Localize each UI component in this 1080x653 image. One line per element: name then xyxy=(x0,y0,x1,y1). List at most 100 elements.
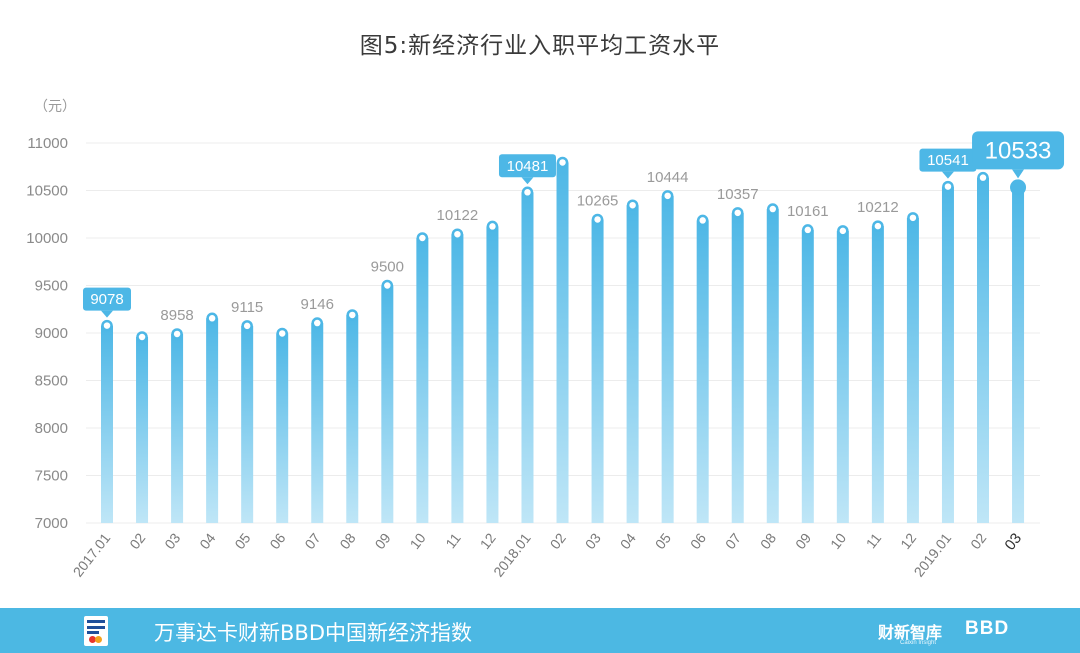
x-tick-label-20: 09 xyxy=(792,530,814,552)
data-label-14: 10265 xyxy=(577,192,619,209)
bar-11 xyxy=(486,226,499,523)
marker-7 xyxy=(346,309,359,321)
footer-bar: 万事达卡财新BBD中国新经济指数 财新智库 Caixin Insight BBD xyxy=(0,608,1080,653)
marker-23 xyxy=(907,212,919,224)
marker-21 xyxy=(837,225,849,237)
marker-8 xyxy=(381,279,394,292)
bar-13 xyxy=(556,162,569,523)
marker-20 xyxy=(802,224,814,236)
x-tick-label-14: 03 xyxy=(582,530,604,552)
bar-12 xyxy=(521,192,534,523)
callout-pointer-12 xyxy=(521,177,534,185)
data-label-18: 10357 xyxy=(717,186,759,203)
callout-pointer-24 xyxy=(941,171,954,179)
y-axis-unit-label: （元） xyxy=(34,99,76,115)
bar-4 xyxy=(241,325,254,523)
bar-0 xyxy=(101,325,113,523)
y-tick-label-10000: 10000 xyxy=(26,230,68,247)
marker-18 xyxy=(731,207,744,219)
marker-16 xyxy=(661,190,674,202)
bar-5 xyxy=(276,333,289,523)
marker-13 xyxy=(556,156,569,169)
data-label-10: 10122 xyxy=(437,207,479,224)
bar-14 xyxy=(591,219,604,523)
x-tick-label-24: 2019.01 xyxy=(911,530,955,580)
y-tick-label-11000: 11000 xyxy=(27,135,68,152)
data-label-20: 10161 xyxy=(787,203,829,220)
bar-26 xyxy=(1012,187,1025,524)
bar-25 xyxy=(977,177,989,524)
marker-5 xyxy=(276,327,288,340)
y-tick-label-8500: 8500 xyxy=(35,373,68,390)
marker-1 xyxy=(136,331,148,343)
marker-19 xyxy=(767,203,779,215)
callout-pointer-26 xyxy=(1012,169,1025,179)
x-tick-label-15: 04 xyxy=(617,530,639,552)
bars xyxy=(101,162,1025,524)
marker-12 xyxy=(521,186,534,199)
marker-2 xyxy=(171,328,183,340)
x-tick-label-21: 10 xyxy=(827,530,849,552)
markers xyxy=(101,156,1027,343)
x-tick-label-0: 2017.01 xyxy=(70,530,114,580)
data-label-6: 9146 xyxy=(301,296,334,313)
data-label-0: 9078 xyxy=(90,291,123,308)
bar-20 xyxy=(801,229,814,524)
data-label-22: 10212 xyxy=(857,199,899,216)
caixin-insight-logo: 财新智库 xyxy=(878,623,943,642)
x-tick-label-6: 07 xyxy=(301,530,323,552)
bar-16 xyxy=(661,195,674,523)
data-label-8: 9500 xyxy=(371,259,404,276)
y-tick-label-9000: 9000 xyxy=(35,325,68,342)
marker-4 xyxy=(241,320,253,332)
footer-index-name: 万事达卡财新BBD中国新经济指数 xyxy=(154,621,472,645)
y-tick-label-10500: 10500 xyxy=(26,183,68,200)
marker-6 xyxy=(311,317,323,329)
x-tick-label-17: 06 xyxy=(687,530,709,552)
data-callout-26: 10533 xyxy=(972,131,1065,179)
y-tick-label-7500: 7500 xyxy=(35,468,68,485)
data-label-16: 10444 xyxy=(647,169,689,186)
bar-1 xyxy=(136,336,149,523)
data-label-26: 10533 xyxy=(985,137,1052,164)
marker-24 xyxy=(942,180,954,193)
x-tick-label-9: 10 xyxy=(407,530,429,552)
bar-17 xyxy=(696,220,709,524)
bar-9 xyxy=(416,238,429,523)
bar-23 xyxy=(906,217,919,524)
marker-22 xyxy=(872,220,884,232)
y-axis-ticks: 7000 7500 8000 8500 9000 9500 10000 10500 11000 xyxy=(26,135,68,532)
y-tick-label-7000: 7000 xyxy=(35,515,68,532)
marker-11 xyxy=(486,220,499,233)
chart-title: 图5:新经济行业入职平均工资水平 xyxy=(359,33,721,59)
x-tick-label-11: 12 xyxy=(477,530,499,552)
x-tick-label-8: 09 xyxy=(371,530,393,552)
bar-3 xyxy=(206,318,219,523)
x-tick-label-1: 02 xyxy=(126,530,148,552)
data-label-12: 10481 xyxy=(507,158,549,175)
bar-21 xyxy=(836,230,849,523)
callout-pointer-0 xyxy=(101,310,113,318)
x-tick-label-22: 11 xyxy=(863,530,885,551)
x-tick-label-7: 08 xyxy=(336,530,358,552)
x-tick-label-23: 12 xyxy=(897,530,919,552)
marker-26 xyxy=(1010,179,1027,196)
mastercard-nei-logo-icon xyxy=(84,616,108,646)
x-tick-label-2: 03 xyxy=(161,530,183,552)
data-callout-12: 10481 xyxy=(498,154,556,185)
x-tick-label-16: 05 xyxy=(652,530,674,552)
data-label-24: 10541 xyxy=(927,152,969,169)
x-tick-label-18: 07 xyxy=(722,530,744,552)
marker-0 xyxy=(101,319,113,332)
x-tick-label-12: 2018.01 xyxy=(490,530,534,580)
data-callout-0: 9078 xyxy=(83,287,131,318)
bar-8 xyxy=(381,285,394,523)
bar-15 xyxy=(626,205,639,523)
bar-22 xyxy=(871,226,884,523)
x-tick-label-5: 06 xyxy=(266,530,288,552)
data-label-2: 8958 xyxy=(160,307,193,324)
marker-17 xyxy=(696,214,709,227)
marker-9 xyxy=(416,232,429,244)
marker-15 xyxy=(626,199,639,211)
